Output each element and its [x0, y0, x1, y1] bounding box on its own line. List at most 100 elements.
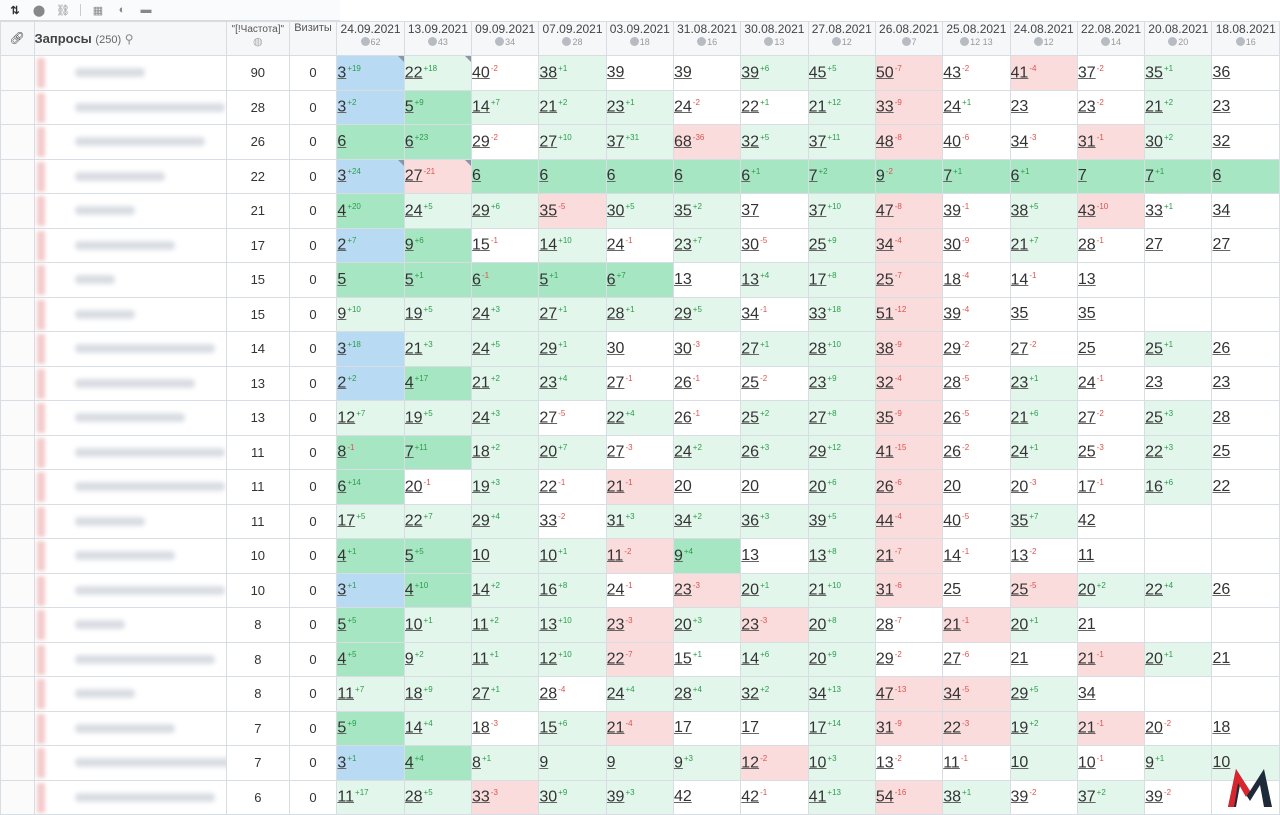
- position-value[interactable]: 23: [1077, 98, 1096, 116]
- position-cell[interactable]: 20+2: [1076, 572, 1146, 608]
- position-value[interactable]: 7: [808, 167, 818, 185]
- position-cell[interactable]: 7+1: [1144, 158, 1213, 194]
- position-value[interactable]: 26: [741, 443, 760, 461]
- table-row[interactable]: 11 0 17+5 22+7 29+4 33-2 31+3 34+2 36+3 39+5 44-4 4…: [0, 503, 1280, 539]
- position-value[interactable]: 13: [673, 270, 692, 288]
- position-cell[interactable]: 41-15: [874, 434, 944, 470]
- position-cell[interactable]: 25-2: [740, 365, 809, 401]
- position-value[interactable]: 5: [404, 546, 414, 564]
- position-cell[interactable]: 25+9: [807, 227, 876, 263]
- position-cell[interactable]: 32+5: [740, 124, 809, 160]
- link-icon[interactable]: ⛓: [56, 4, 70, 17]
- position-cell[interactable]: 28+4: [672, 676, 742, 712]
- position-value[interactable]: 25: [1145, 339, 1163, 357]
- position-cell[interactable]: 6-1: [471, 262, 540, 298]
- position-value[interactable]: 10: [1010, 753, 1029, 771]
- query-cell[interactable]: [33, 745, 227, 781]
- position-value[interactable]: 26: [943, 443, 962, 461]
- position-value[interactable]: 24: [1010, 443, 1029, 461]
- position-cell[interactable]: 36: [1211, 55, 1280, 91]
- position-cell[interactable]: [1211, 676, 1280, 712]
- position-cell[interactable]: 10-1: [1076, 745, 1146, 781]
- position-value[interactable]: 30: [606, 201, 625, 219]
- position-cell[interactable]: 27-2: [1009, 331, 1078, 367]
- position-value[interactable]: 11: [472, 650, 489, 668]
- position-value[interactable]: 22: [1145, 443, 1163, 461]
- position-value[interactable]: 3: [337, 167, 347, 185]
- position-value[interactable]: 28: [808, 339, 827, 357]
- position-value[interactable]: 10: [404, 615, 423, 633]
- position-cell[interactable]: 24+1: [1009, 434, 1078, 470]
- position-cell[interactable]: 39: [672, 55, 742, 91]
- position-value[interactable]: 21: [1077, 615, 1096, 633]
- table-row[interactable]: 13 0 2+2 4+17 21+2 23+4 27-1 26-1 25-2 23+9 32-4 28…: [0, 365, 1280, 401]
- position-cell[interactable]: [1211, 262, 1280, 298]
- position-cell[interactable]: 27: [1144, 227, 1213, 263]
- position-value[interactable]: 19: [404, 305, 423, 323]
- table-row[interactable]: 13 0 12+7 19+5 24+3 27-5 22+4 26-1 25+2 27+8 35-9 2…: [0, 400, 1280, 436]
- position-cell[interactable]: 20+8: [807, 607, 876, 643]
- position-value[interactable]: 12: [337, 408, 356, 426]
- row-link-cell[interactable]: [0, 262, 35, 298]
- position-value[interactable]: 29: [943, 339, 962, 357]
- position-value[interactable]: 25: [875, 270, 894, 288]
- position-value[interactable]: 11: [337, 788, 355, 806]
- position-cell[interactable]: 29+5: [672, 296, 742, 332]
- position-value[interactable]: 41: [1010, 63, 1029, 81]
- position-value[interactable]: 22: [1145, 581, 1163, 599]
- position-value[interactable]: 51: [875, 305, 894, 323]
- position-value[interactable]: 14: [943, 546, 962, 564]
- position-value[interactable]: 9: [673, 546, 683, 564]
- position-cell[interactable]: 33+18: [807, 296, 876, 332]
- position-value[interactable]: 27: [1010, 339, 1029, 357]
- position-cell[interactable]: 7: [1076, 158, 1146, 194]
- position-value[interactable]: 38: [875, 339, 894, 357]
- position-cell[interactable]: 51-12: [874, 296, 944, 332]
- position-value[interactable]: 4: [337, 546, 347, 564]
- date-column-header[interactable]: 20.08.2021 20: [1144, 21, 1213, 56]
- position-cell[interactable]: 20+1: [740, 572, 809, 608]
- position-value[interactable]: 18: [404, 684, 423, 702]
- query-cell[interactable]: [33, 400, 227, 436]
- position-value[interactable]: 29: [472, 512, 490, 530]
- position-cell[interactable]: 21+2: [538, 89, 607, 125]
- position-value[interactable]: 8: [337, 443, 347, 461]
- position-cell[interactable]: 29-2: [942, 331, 1011, 367]
- position-cell[interactable]: 14+2: [471, 572, 540, 608]
- position-value[interactable]: 24: [472, 305, 490, 323]
- position-cell[interactable]: 22-7: [605, 641, 674, 677]
- position-cell[interactable]: 21-1: [1076, 710, 1146, 746]
- position-value[interactable]: 21: [808, 581, 827, 599]
- row-link-cell[interactable]: [0, 676, 35, 712]
- position-cell[interactable]: 13-2: [874, 745, 944, 781]
- table-row[interactable]: 6 0 11+17 28+5 33-3 30+9 39+3 42 42-1 41+13 54-16 3…: [0, 779, 1280, 815]
- queries-column-header[interactable]: Запросы (250) ⚲: [33, 21, 227, 56]
- position-value[interactable]: 29: [472, 201, 490, 219]
- position-cell[interactable]: 21-4: [605, 710, 674, 746]
- position-cell[interactable]: 39+5: [807, 503, 876, 539]
- position-cell[interactable]: 37+31: [605, 124, 674, 160]
- position-cell[interactable]: 39+3: [605, 779, 674, 815]
- position-cell[interactable]: 35+2: [672, 193, 742, 229]
- position-value[interactable]: 28: [875, 615, 894, 633]
- position-cell[interactable]: 13+10: [538, 607, 607, 643]
- position-value[interactable]: 34: [808, 684, 827, 702]
- position-value[interactable]: 3: [337, 753, 347, 771]
- position-value[interactable]: 29: [673, 305, 692, 323]
- position-cell[interactable]: 11+7: [336, 676, 405, 712]
- position-value[interactable]: 27: [539, 132, 558, 150]
- position-cell[interactable]: 4+17: [403, 365, 473, 401]
- position-value[interactable]: 39: [808, 512, 827, 530]
- position-cell[interactable]: 34-5: [942, 676, 1011, 712]
- table-row[interactable]: 15 0 9+10 19+5 24+3 27+1 28+1 29+5 34-1 33+18 51-1…: [0, 296, 1280, 332]
- position-cell[interactable]: 3+1: [336, 745, 405, 781]
- position-cell[interactable]: 38+1: [942, 779, 1011, 815]
- position-cell[interactable]: 29+1: [538, 331, 607, 367]
- position-value[interactable]: 33: [539, 512, 558, 530]
- row-link-cell[interactable]: [0, 158, 35, 194]
- position-cell[interactable]: 17+14: [807, 710, 876, 746]
- position-value[interactable]: 26: [943, 408, 962, 426]
- position-cell[interactable]: 13: [740, 538, 809, 574]
- position-cell[interactable]: 28+5: [403, 779, 473, 815]
- sort-icon[interactable]: ⇅: [10, 4, 20, 17]
